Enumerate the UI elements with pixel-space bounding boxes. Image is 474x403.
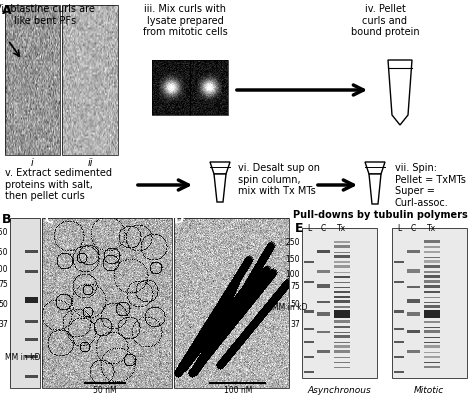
Text: L: L — [397, 224, 401, 233]
Text: 37: 37 — [290, 320, 300, 329]
Bar — [302, 228, 377, 378]
Text: Mitotic: Mitotic — [414, 386, 444, 395]
Bar — [10, 218, 40, 388]
Text: 150: 150 — [0, 248, 8, 257]
Text: L: L — [307, 224, 311, 233]
Bar — [174, 218, 289, 388]
Polygon shape — [214, 174, 226, 202]
Text: MM in kD: MM in kD — [5, 353, 40, 362]
Text: ii: ii — [87, 158, 93, 168]
Text: 75: 75 — [290, 282, 300, 291]
Text: 250: 250 — [0, 228, 8, 237]
Text: iv. Pellet
curls and
bound protein: iv. Pellet curls and bound protein — [351, 4, 419, 37]
Text: Asynchronous: Asynchronous — [307, 386, 371, 395]
Text: C: C — [410, 224, 416, 233]
Text: Pull-downs by tubulin polymers: Pull-downs by tubulin polymers — [292, 210, 467, 220]
Text: 100 nM: 100 nM — [224, 386, 252, 395]
Text: A: A — [2, 4, 12, 17]
Text: v. Extract sedimented
proteins with salt,
then pellet curls: v. Extract sedimented proteins with salt… — [5, 168, 112, 201]
Text: 50 nM: 50 nM — [93, 386, 117, 395]
Bar — [152, 60, 190, 115]
Text: C: C — [44, 213, 53, 226]
Polygon shape — [369, 174, 381, 204]
Text: Vinblastine curls are
like bent PFs: Vinblastine curls are like bent PFs — [0, 4, 95, 26]
Text: MM in kD: MM in kD — [272, 303, 308, 312]
Text: 75: 75 — [0, 280, 8, 289]
Text: 37: 37 — [0, 320, 8, 329]
Bar — [190, 60, 228, 115]
Text: D: D — [174, 213, 184, 226]
Text: Tx: Tx — [428, 224, 437, 233]
Text: E: E — [295, 222, 303, 235]
Text: vii. Spin:
Pellet = TxMTs
Super =
Curl-assoc.: vii. Spin: Pellet = TxMTs Super = Curl-a… — [395, 163, 466, 208]
Text: 250: 250 — [285, 238, 300, 247]
Text: B: B — [2, 213, 11, 226]
Text: i: i — [31, 158, 33, 168]
Polygon shape — [388, 60, 412, 125]
Text: 150: 150 — [285, 255, 300, 264]
Text: C: C — [320, 224, 326, 233]
Text: 50: 50 — [0, 300, 8, 309]
Bar — [42, 218, 172, 388]
Bar — [392, 228, 467, 378]
Text: iii. Mix curls with
lysate prepared
from mitotic cells: iii. Mix curls with lysate prepared from… — [143, 4, 228, 37]
Text: 100: 100 — [0, 265, 8, 274]
Text: vi. Desalt sup on
spin column,
mix with Tx MTs: vi. Desalt sup on spin column, mix with … — [238, 163, 320, 196]
Bar — [5, 5, 60, 155]
Text: 50: 50 — [290, 300, 300, 309]
Text: 100: 100 — [285, 270, 300, 279]
Polygon shape — [210, 162, 230, 174]
Text: Tx: Tx — [337, 224, 346, 233]
Polygon shape — [365, 162, 385, 174]
Bar — [62, 5, 118, 155]
